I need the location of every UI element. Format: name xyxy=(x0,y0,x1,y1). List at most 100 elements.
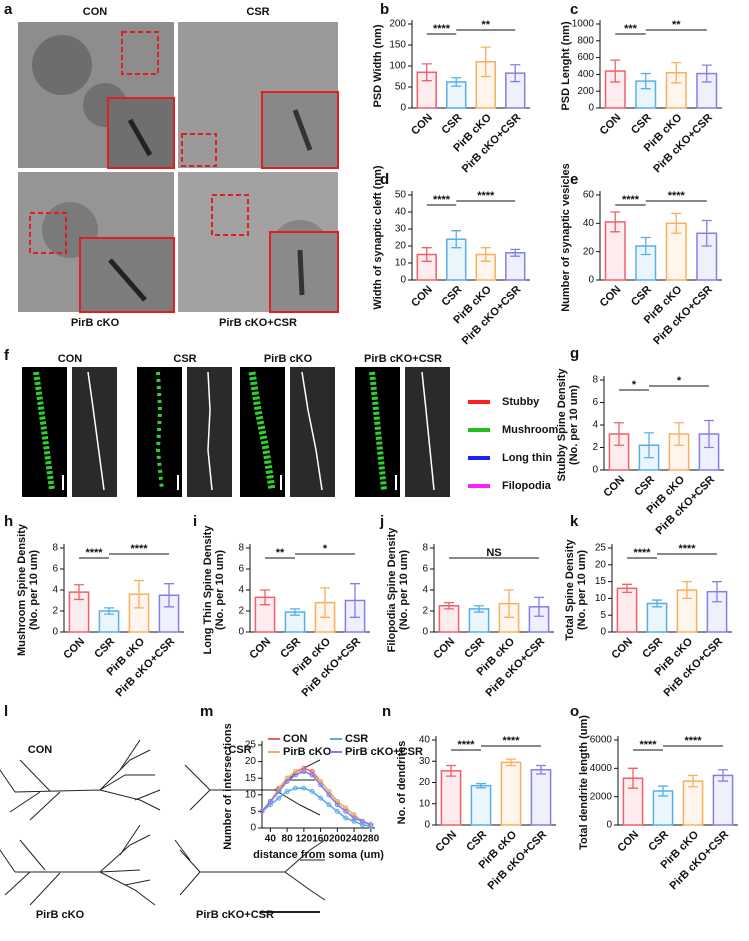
error-bar xyxy=(701,64,712,83)
x-tick-label: CON xyxy=(433,829,459,855)
y-tick-label: 150 xyxy=(389,40,406,51)
point xyxy=(284,775,290,781)
y-tick-label: 0 xyxy=(588,103,594,114)
error-bar xyxy=(164,583,174,608)
point xyxy=(292,785,298,791)
roi-box xyxy=(29,212,67,254)
y-tick-label: 4 xyxy=(422,585,428,596)
dendrite-images xyxy=(22,367,450,497)
error-bar xyxy=(718,769,728,782)
significance-label: ** xyxy=(481,19,490,31)
legend-label: CON xyxy=(283,733,308,745)
y-tick-label: 2000 xyxy=(590,791,613,802)
error-bar xyxy=(134,579,144,609)
synapse xyxy=(292,109,313,151)
y-tick-label: 800 xyxy=(577,35,594,46)
error-bar xyxy=(536,764,546,775)
point xyxy=(334,802,340,808)
x-tick-label: CON xyxy=(609,636,635,662)
point xyxy=(351,815,357,821)
y-axis-label: (No. per 10 um) xyxy=(214,550,226,630)
inset xyxy=(79,237,175,313)
x-tick-label: CON xyxy=(409,112,435,138)
significance-label: **** xyxy=(457,739,475,751)
error-bar xyxy=(688,774,698,788)
x-tick-label: 240 xyxy=(346,834,363,845)
y-tick-label: 4 xyxy=(238,585,244,596)
point xyxy=(359,822,365,828)
x-tick-label: CSR xyxy=(640,636,665,661)
y-axis-label: PSD Lenght (nm) xyxy=(560,21,572,111)
point xyxy=(343,808,349,814)
error-bar xyxy=(704,419,714,449)
panel-letter: m xyxy=(200,703,213,720)
y-tick-label: 0 xyxy=(600,627,606,638)
x-tick-label: CSR xyxy=(278,636,303,661)
x-tick-label: CON xyxy=(61,636,87,662)
significance-label: NS xyxy=(486,547,501,559)
error-bar xyxy=(320,587,330,618)
trace xyxy=(87,371,105,491)
y-axis-label: Number of intersections xyxy=(222,723,234,850)
y-axis-label: (No. per 10 um) xyxy=(576,550,588,630)
y-axis-label: Filopodia Spine Density xyxy=(386,527,398,653)
x-tick-label: CON xyxy=(615,829,641,855)
image-label: PirB cKO+CSR xyxy=(196,909,274,921)
trace xyxy=(301,371,323,491)
error-bar xyxy=(701,219,712,247)
y-tick-label: 10 xyxy=(245,789,257,800)
x-tick-label: CON xyxy=(598,284,624,310)
synapse xyxy=(297,249,305,296)
error-bar xyxy=(506,758,516,767)
error-bar xyxy=(104,607,114,615)
x-tick-label: CON xyxy=(598,112,624,138)
point xyxy=(292,769,298,775)
image-label: PirB cKO xyxy=(71,317,120,329)
neuron xyxy=(0,739,161,821)
y-axis-label: Mushroom Spine Density xyxy=(16,523,28,656)
panel-letter: j xyxy=(379,513,384,530)
panel-letter: g xyxy=(570,345,579,362)
bar xyxy=(530,769,552,826)
image-label: CSR xyxy=(173,353,196,365)
y-tick-label: 2 xyxy=(52,606,58,617)
error-bar xyxy=(446,764,456,777)
x-tick-label: CSR xyxy=(629,284,654,309)
y-tick-label: 30 xyxy=(395,224,407,235)
error-bar xyxy=(451,77,462,87)
image xyxy=(72,367,117,497)
image-label: CSR xyxy=(228,744,251,756)
error-bar xyxy=(350,583,360,618)
significance-label: **** xyxy=(622,194,640,206)
y-tick-label: 20 xyxy=(245,756,257,767)
panel-letter: e xyxy=(570,171,578,188)
point xyxy=(259,808,265,814)
y-tick-label: 2 xyxy=(422,606,428,617)
error-bar xyxy=(260,589,270,606)
neuron-tracings xyxy=(0,739,326,913)
bar xyxy=(682,780,704,826)
x-tick-label: 80 xyxy=(282,834,294,845)
error-bar xyxy=(712,580,722,603)
x-tick-label: CSR xyxy=(440,112,465,137)
y-tick-label: 400 xyxy=(577,69,594,80)
y-tick-label: 4 xyxy=(52,585,58,596)
error-bar xyxy=(421,63,432,82)
y-axis-label: (No. per 10 um) xyxy=(398,550,410,630)
significance-label: **** xyxy=(85,547,103,559)
error-bar xyxy=(290,608,300,616)
y-tick-label: 600 xyxy=(577,52,594,63)
error-bar xyxy=(682,580,692,600)
point xyxy=(351,812,357,818)
y-tick-label: 0 xyxy=(250,823,256,834)
bar xyxy=(440,770,462,826)
y-tick-label: 0 xyxy=(238,627,244,638)
point xyxy=(292,772,298,778)
error-bar xyxy=(622,583,632,594)
synapse xyxy=(108,258,147,302)
y-tick-label: 6 xyxy=(592,397,598,408)
panel-letter: i xyxy=(193,513,197,530)
x-tick-label: CSR xyxy=(464,829,489,854)
x-tick-label: CSR xyxy=(646,829,671,854)
significance-label: **** xyxy=(130,543,148,555)
